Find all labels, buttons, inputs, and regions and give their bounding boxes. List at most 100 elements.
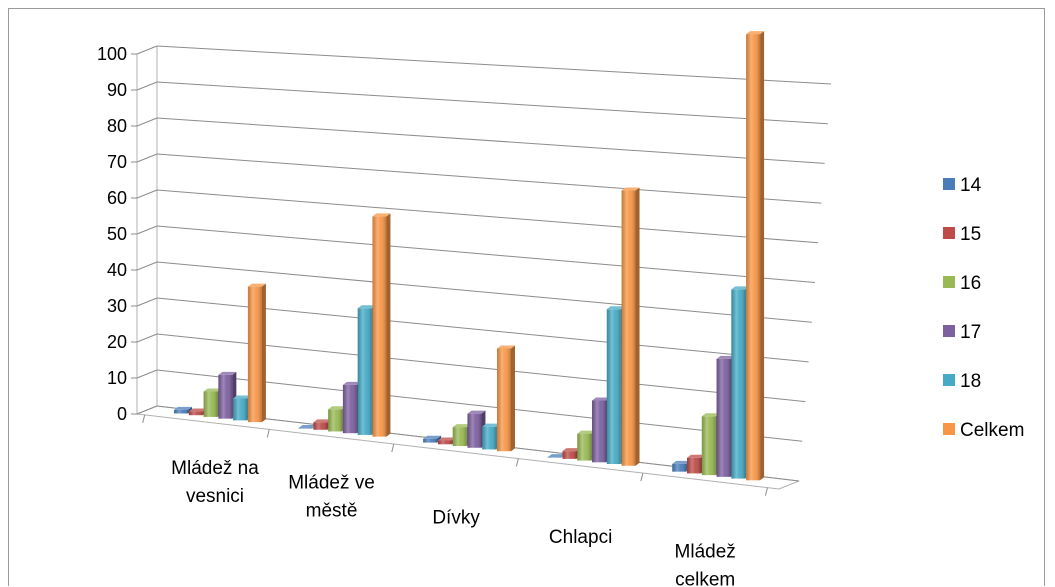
legend-label-15: 15: [960, 224, 981, 245]
bar-shading: [188, 411, 203, 416]
bar-top: [577, 430, 596, 434]
gridline: [156, 225, 816, 283]
legend: 14 15 16 17 18 Celkem: [943, 175, 1024, 441]
bar-top: [562, 448, 581, 452]
bar-Celkem-3: [621, 187, 640, 466]
gridline-side: [136, 369, 158, 379]
bar-shading: [203, 391, 218, 417]
y-tick-label: 80: [107, 116, 127, 136]
x-tick-mark: [142, 414, 146, 424]
y-axis: 0 10 20 30 40 50 60 70 80 90 100: [97, 44, 137, 424]
bar-top: [233, 395, 252, 399]
bar-top: [218, 371, 237, 375]
bar-shading: [298, 428, 313, 429]
bar-shading: [218, 374, 233, 419]
bar-top: [452, 424, 471, 428]
gridline-side: [136, 81, 158, 91]
bar-shading: [313, 422, 328, 430]
bar-top: [621, 187, 640, 191]
bar-17-1: [342, 381, 361, 434]
bar-shading: [547, 457, 562, 458]
bars: [174, 31, 765, 481]
legend-swatch-17: [943, 325, 955, 337]
bar-shading: [562, 451, 577, 459]
y-tick-label: 10: [107, 368, 127, 388]
bar-17-0: [218, 371, 237, 419]
gridline: [156, 117, 825, 164]
legend-label-18: 18: [960, 371, 981, 392]
y-tick-label: 40: [107, 260, 127, 280]
bar-shading: [672, 463, 687, 472]
bar-shading: [328, 409, 343, 432]
y-tick-label: 60: [107, 188, 127, 208]
bar-top: [328, 406, 347, 410]
legend-label-14: 14: [960, 175, 982, 196]
gridline: [156, 153, 822, 204]
bar-shading: [731, 289, 746, 479]
bar-top: [606, 306, 625, 310]
bar-top: [716, 355, 735, 359]
bar-top: [313, 419, 332, 423]
x-category-label: Mládež na vesnici: [171, 458, 259, 507]
bar-side: [760, 31, 765, 481]
bar-shading: [357, 308, 372, 435]
x-tick-mark: [764, 487, 768, 496]
bar-shading: [687, 457, 702, 474]
bar-top: [687, 454, 706, 458]
legend-swatch-Celkem: [943, 423, 955, 435]
bar-shading: [174, 409, 189, 414]
bar-top: [496, 345, 515, 349]
bar-top: [174, 406, 193, 410]
bar-top: [467, 410, 486, 414]
bar-18-2: [482, 423, 501, 450]
bar-shading: [372, 216, 387, 437]
x-category-label: Dívky: [432, 507, 480, 528]
gridline-side: [136, 189, 158, 199]
x-category-label: Mládež ve městě: [288, 473, 375, 522]
y-tick-label: 30: [107, 296, 127, 316]
x-tick-mark: [640, 472, 644, 482]
y-tick-label: 50: [107, 224, 127, 244]
bar-top: [482, 423, 501, 427]
bar-top: [342, 381, 361, 385]
x-category-label: Chlapci: [549, 527, 612, 548]
bar-Celkem-1: [372, 213, 391, 437]
bar-top: [298, 425, 317, 429]
bar-top: [701, 413, 720, 417]
bar-shading: [701, 416, 716, 476]
legend-swatch-16: [943, 276, 955, 288]
y-tick-label: 90: [107, 80, 127, 100]
legend-label-Celkem: Celkem: [960, 420, 1024, 441]
bar-side: [386, 213, 391, 437]
bar-top: [592, 397, 611, 401]
bar-14-3: [547, 454, 566, 458]
gridline-side: [136, 225, 158, 235]
x-tick-mark: [266, 429, 270, 438]
bar-shading: [452, 427, 467, 447]
legend-label-16: 16: [960, 273, 981, 294]
bar-shading: [606, 309, 621, 465]
y-tick-label: 0: [117, 404, 127, 424]
bar-top: [247, 283, 266, 287]
gridline-side: [136, 405, 158, 415]
gridline-side: [136, 261, 158, 271]
bar-shading: [592, 400, 607, 463]
bar-top: [746, 31, 765, 35]
bar-17-2: [467, 410, 486, 448]
bar-shading: [342, 384, 357, 434]
x-tick-mark: [515, 458, 519, 467]
x-tick-mark: [391, 443, 395, 453]
gridline: [156, 261, 812, 323]
gridline: [156, 45, 832, 85]
bar-top: [357, 305, 376, 309]
y-tick-label: 100: [97, 44, 127, 64]
bar-Celkem-4: [746, 31, 765, 481]
bar-shading: [577, 433, 592, 461]
gridline-side: [136, 117, 158, 127]
bar-Celkem-0: [247, 283, 266, 423]
gridline-side: [136, 153, 158, 163]
legend-swatch-15: [943, 227, 955, 239]
bar-top: [372, 213, 391, 217]
gridline: [156, 189, 819, 244]
